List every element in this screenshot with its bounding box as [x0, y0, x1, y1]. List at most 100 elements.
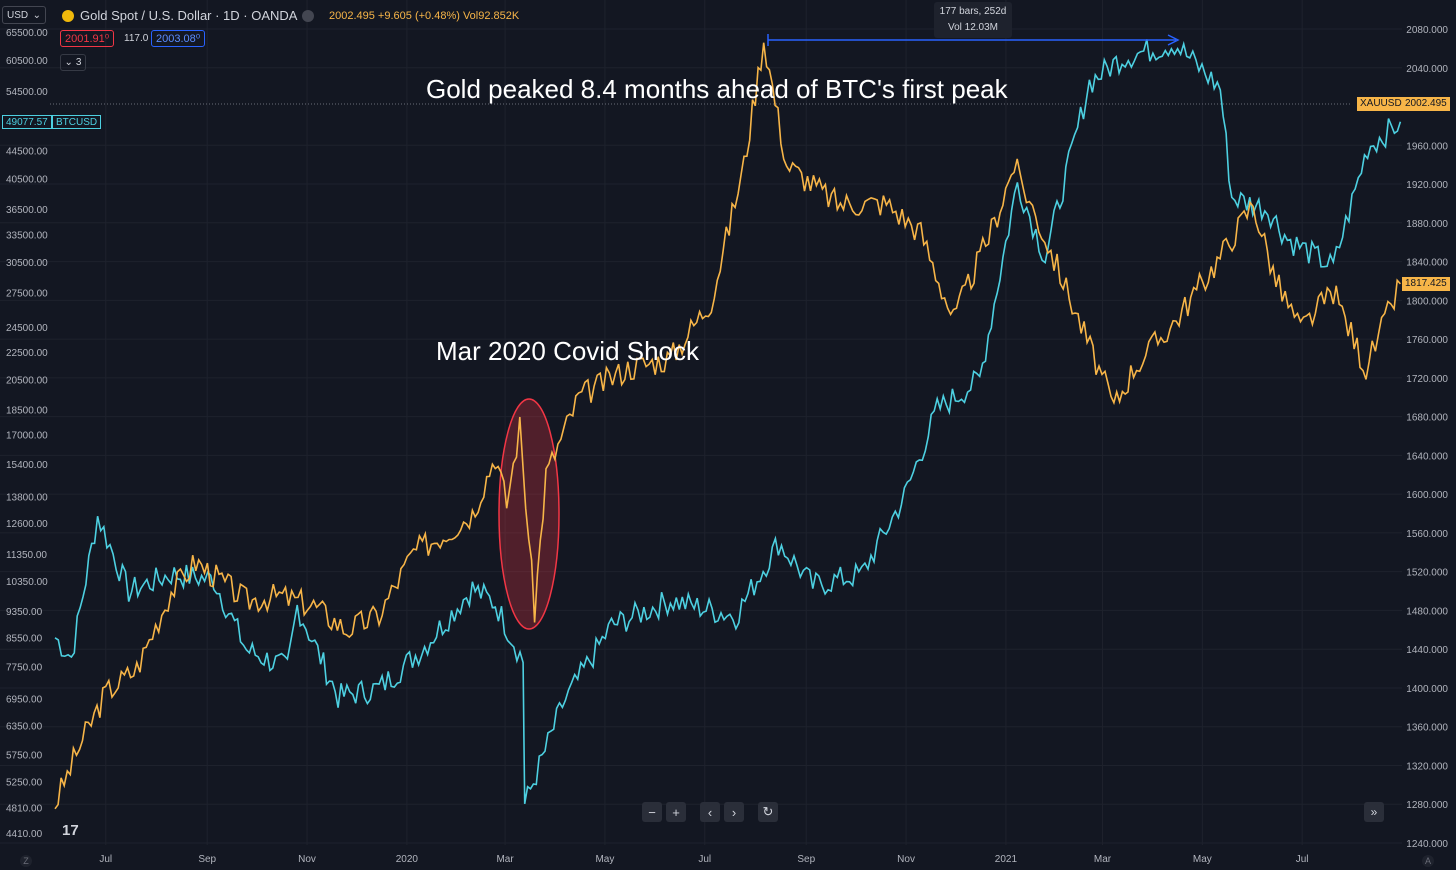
left-tick-label: 10350.00 — [6, 577, 48, 588]
covid-annotation[interactable]: Mar 2020 Covid Shock — [436, 336, 700, 366]
indicators-toggle[interactable]: ⌄ 3 — [60, 54, 86, 71]
left-tick-label: 20500.00 — [6, 375, 48, 386]
time-tick-label: Sep — [797, 854, 815, 865]
chart-grid — [0, 0, 1402, 845]
right-tick-label: 1520.000 — [1406, 568, 1448, 579]
left-tick-label: 40500.00 — [6, 174, 48, 185]
right-tick-label: 1800.000 — [1406, 296, 1448, 307]
left-tick-label: 18500.00 — [6, 406, 48, 417]
xau-last-value-tag: 1817.425 — [1402, 277, 1450, 291]
left-tick-label: 6350.00 — [6, 721, 43, 732]
left-tick-label: 36500.00 — [6, 205, 48, 216]
right-tick-label: 1320.000 — [1406, 761, 1448, 772]
time-tick-label: Nov — [298, 854, 316, 865]
visibility-toggle-icon[interactable] — [302, 10, 314, 22]
right-tick-label: 1720.000 — [1406, 374, 1448, 385]
chevron-down-icon: ⌄ — [64, 57, 73, 68]
xau-symbol-tag: XAUUSD — [1357, 97, 1405, 111]
covid-highlight-ellipse[interactable] — [498, 398, 560, 630]
buy-button[interactable]: 2003.08⁰ — [151, 30, 206, 47]
time-tick-label: Jul — [1296, 854, 1309, 865]
xau-price-tag: 2002.495 — [1402, 97, 1450, 111]
left-tick-label: 4810.00 — [6, 803, 43, 814]
left-tick-label: 11350.00 — [6, 550, 47, 561]
left-tick-label: 4410.00 — [6, 829, 43, 840]
left-tick-label: 24500.00 — [6, 323, 48, 334]
left-tick-label: 17000.00 — [6, 431, 48, 442]
btc-price-tag: 49077.57 — [2, 115, 52, 129]
reset-icon[interactable]: ↻ — [758, 802, 778, 822]
right-tick-label: 1640.000 — [1406, 451, 1448, 462]
time-tick-label: 2021 — [995, 854, 1018, 865]
right-tick-label: 1960.000 — [1406, 141, 1448, 152]
plus-icon[interactable]: + — [666, 802, 686, 822]
left-tick-label: 65500.00 — [6, 28, 48, 39]
right-tick-label: 2080.000 — [1406, 25, 1448, 36]
auto-scale-icon[interactable]: A — [1422, 855, 1434, 867]
right-tick-label: 1920.000 — [1406, 180, 1448, 191]
time-tick-label: May — [1193, 854, 1212, 865]
tradingview-logo: 17 — [62, 822, 79, 839]
time-axis: Jul Sep Nov 2020 Mar May Jul Sep Nov 2021 Mar May Ju… — [99, 854, 1308, 865]
timezone-icon[interactable]: Z — [20, 855, 32, 867]
time-tick-label: Mar — [1094, 854, 1112, 865]
time-tick-label: 2020 — [396, 854, 419, 865]
measure-tooltip: 177 bars, 252d Vol 12.03M — [934, 2, 1012, 38]
symbol-title[interactable]: Gold Spot / U.S. Dollar · 1D · OANDA — [62, 8, 297, 23]
left-tick-label: 33500.00 — [6, 230, 48, 241]
left-price-axis: 65500.00 60500.00 54500.00 44500.00 40500.00… — [6, 28, 48, 840]
left-tick-label: 27500.00 — [6, 289, 48, 300]
chevron-down-icon: ⌄ — [32, 9, 41, 21]
left-tick-label: 60500.00 — [6, 56, 48, 67]
right-tick-label: 1400.000 — [1406, 684, 1448, 695]
scroll-to-realtime-icon[interactable]: » — [1364, 802, 1384, 822]
spread-value: 117.0 — [124, 33, 149, 44]
left-tick-label: 22500.00 — [6, 348, 48, 359]
time-tick-label: Jul — [99, 854, 112, 865]
btc-symbol-tag: BTCUSD — [52, 115, 102, 129]
left-tick-label: 8550.00 — [6, 634, 43, 645]
indicators-count: 3 — [75, 57, 82, 68]
chevron-right-icon[interactable]: › — [724, 802, 744, 822]
xau-series-line — [54, 42, 1401, 810]
quote-readout: 2002.495 +9.605 (+0.48%) Vol92.852K — [329, 10, 520, 22]
chevron-left-icon[interactable]: ‹ — [700, 802, 720, 822]
left-tick-label: 7750.00 — [6, 663, 43, 674]
currency-selector[interactable]: USD ⌄ — [2, 6, 46, 24]
sell-button[interactable]: 2001.91⁰ — [60, 30, 115, 47]
left-tick-label: 6950.00 — [6, 695, 43, 706]
left-tick-label: 54500.00 — [6, 87, 48, 98]
left-tick-label: 9350.00 — [6, 607, 43, 618]
measure-volume: Vol 12.03M — [947, 22, 999, 33]
right-tick-label: 1760.000 — [1406, 335, 1448, 346]
left-tick-label: 13800.00 — [6, 492, 48, 503]
zoom-controls: − + ‹ › ↻ — [642, 802, 778, 822]
btc-series-line — [54, 39, 1402, 805]
measure-arrow[interactable] — [767, 34, 1180, 46]
right-tick-label: 2040.000 — [1406, 64, 1448, 75]
measure-bars: 177 bars, 252d — [939, 6, 1007, 17]
right-tick-label: 1680.000 — [1406, 413, 1448, 424]
right-tick-label: 1560.000 — [1406, 529, 1448, 540]
right-tick-label: 1880.000 — [1406, 219, 1448, 230]
minus-icon[interactable]: − — [642, 802, 662, 822]
right-tick-label: 1840.000 — [1406, 258, 1448, 269]
left-tick-label: 12600.00 — [6, 519, 48, 530]
right-tick-label: 1600.000 — [1406, 490, 1448, 501]
time-tick-label: May — [595, 854, 614, 865]
time-tick-label: Mar — [496, 854, 514, 865]
right-price-axis: 2080.000 2040.000 1960.000 1920.000 1880.000… — [1406, 25, 1448, 850]
time-tick-label: Nov — [897, 854, 915, 865]
peak-annotation[interactable]: Gold peaked 8.4 months ahead of BTC's fi… — [426, 74, 1008, 104]
right-tick-label: 1480.000 — [1406, 606, 1448, 617]
left-tick-label: 5250.00 — [6, 778, 43, 789]
right-tick-label: 1240.000 — [1406, 839, 1448, 850]
left-tick-label: 30500.00 — [6, 258, 48, 269]
gold-coin-icon — [62, 9, 74, 22]
right-tick-label: 1360.000 — [1406, 723, 1448, 734]
right-tick-label: 1280.000 — [1406, 800, 1448, 811]
time-tick-label: Jul — [698, 854, 711, 865]
currency-label: USD — [7, 9, 29, 21]
left-tick-label: 5750.00 — [6, 751, 43, 762]
